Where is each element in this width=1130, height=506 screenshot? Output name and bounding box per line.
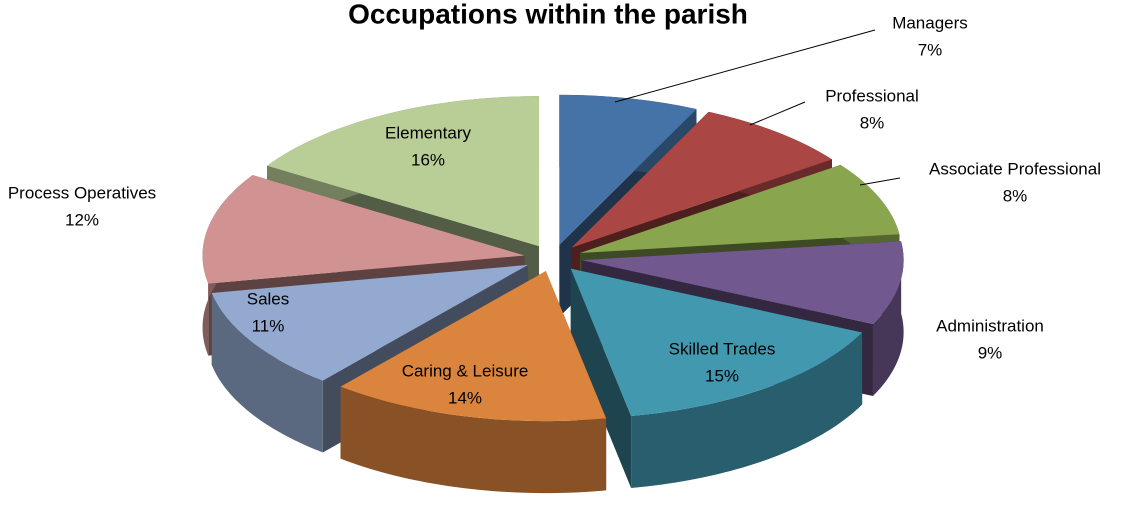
slice-label: Administration — [936, 316, 1044, 335]
pie-slice — [559, 94, 697, 245]
slice-label: Professional — [825, 86, 919, 105]
chart-title: Occupations within the parish — [348, 0, 748, 29]
leader-line — [749, 101, 806, 126]
pie-slice — [340, 271, 607, 422]
pie-slice — [267, 96, 540, 247]
slice-side — [211, 292, 323, 453]
slice-value-label: 9% — [978, 343, 1003, 362]
slice-side — [340, 386, 607, 494]
leader-line — [614, 29, 876, 103]
data-labels: Managers 7% Professional 8% Associate Profes… — [8, 13, 1101, 407]
pie-slice — [581, 241, 904, 324]
slice-value-label: 14% — [448, 388, 482, 407]
slice-label: Associate Professional — [929, 159, 1101, 178]
slice-wall — [570, 268, 632, 489]
slice-label: Elementary — [385, 123, 471, 142]
pie-slice — [571, 111, 832, 248]
leader-line — [859, 177, 901, 186]
slice-label: Managers — [892, 13, 968, 32]
pie-tops — [202, 94, 904, 422]
pie-slice — [570, 268, 863, 417]
slice-label: Process Operatives — [8, 183, 156, 202]
slice-label: Skilled Trades — [669, 339, 776, 358]
slice-value-label: 12% — [65, 210, 99, 229]
pie-slice — [211, 264, 529, 381]
pie-slice — [579, 164, 900, 254]
slice-value-label: 7% — [918, 40, 943, 59]
slice-value-label: 11% — [252, 316, 285, 335]
pie-slice — [202, 175, 525, 284]
slice-label: Caring & Leisure — [402, 361, 529, 380]
slice-side — [872, 241, 904, 396]
slice-value-label: 16% — [411, 150, 445, 169]
slice-value-label: 8% — [1003, 186, 1028, 205]
slice-label: Sales — [247, 289, 290, 308]
slice-value-label: 8% — [860, 113, 885, 132]
slice-value-label: 15% — [705, 366, 739, 385]
slice-side — [631, 332, 863, 489]
